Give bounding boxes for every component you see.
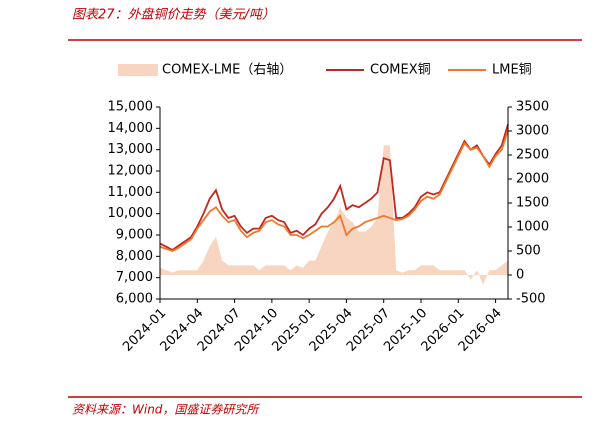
y2-tick-label: 2500 <box>516 148 549 163</box>
y2-tick-label: 1500 <box>516 196 549 211</box>
y-tick-label: 8,000 <box>116 249 153 264</box>
y-tick-label: 15,000 <box>108 100 154 115</box>
price-line <box>159 123 509 251</box>
y2-tick-label: 500 <box>516 244 541 259</box>
y-tick-label: 12,000 <box>108 164 154 179</box>
source: 资料来源：Wind，国盛证券研究所 <box>72 403 260 417</box>
legend-label: LME铜 <box>492 63 532 78</box>
chart-title: 图表27：外盘铜价走势（美元/吨） <box>72 7 275 23</box>
y2-tick-label: 2000 <box>516 172 549 187</box>
y2-tick-label: 1000 <box>516 220 549 235</box>
legend-label: COMEX-LME（右轴） <box>162 63 292 78</box>
legend-label: COMEX铜 <box>370 63 431 78</box>
price-line <box>159 130 509 252</box>
y-tick-label: 14,000 <box>108 121 154 136</box>
y2-tick-label: 3500 <box>516 100 549 115</box>
y2-tick-label: -500 <box>516 292 546 307</box>
y-tick-label: 13,000 <box>108 142 154 157</box>
y-tick-label: 9,000 <box>116 228 153 243</box>
y-tick-label: 6,000 <box>116 292 153 307</box>
y2-tick-label: 0 <box>516 268 524 283</box>
y-tick-label: 11,000 <box>108 185 154 200</box>
y-tick-label: 7,000 <box>116 270 153 285</box>
y2-tick-label: 3000 <box>516 124 549 139</box>
legend-swatch <box>118 64 158 76</box>
spread-area <box>160 145 508 285</box>
y-tick-label: 10,000 <box>108 206 154 221</box>
